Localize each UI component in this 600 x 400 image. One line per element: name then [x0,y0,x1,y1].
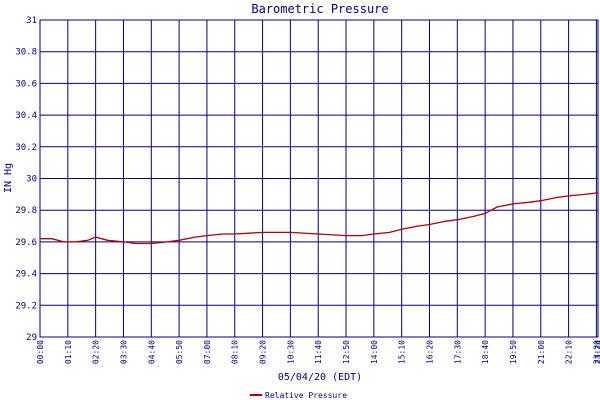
y-tick-label: 30.2 [15,143,37,153]
x-tick-label: 04:40 [147,340,156,364]
x-tick-label: 00:00 [36,340,45,364]
x-axis-label: 05/04/20 (EDT) [278,372,362,383]
x-tick-label: 11:40 [314,340,323,364]
x-tick-label: 21:00 [537,340,546,364]
x-tick-label: 17:30 [453,340,462,364]
series-line-relative-pressure [40,192,599,245]
x-tick-label: 12:50 [342,340,351,364]
x-tick-label: 05:50 [175,340,184,364]
x-tick-label: 18:40 [481,340,490,364]
y-tick-label: 29.8 [15,206,37,216]
y-tick-label: 30.8 [15,48,37,58]
y-tick-label: 30.4 [15,111,37,121]
legend-label: Relative Pressure [265,391,347,400]
x-tick-label: 23:20 [592,340,600,364]
x-tick-label: 01:10 [64,340,73,364]
x-tick-label: 16:20 [425,340,434,364]
x-tick-label: 07:00 [203,340,212,364]
y-tick-label: 29.2 [15,301,37,311]
y-tick-label: 30.6 [15,79,37,89]
chart-title: Barometric Pressure [251,2,388,16]
x-tick-label: 09:20 [259,340,268,364]
y-axis-ticks: 31 30.8 30.6 30.4 30.2 30 29.8 29.6 29.4 29.2 29 [15,16,37,343]
x-axis-ticks: 00:00 01:10 02:20 03:30 04:40 05:50 07:00 08:10… [36,340,600,364]
x-tick-label: 22:10 [565,340,574,364]
legend: Relative Pressure [250,391,347,400]
x-tick-label: 03:30 [119,340,128,364]
x-tick-label: 08:10 [231,340,240,364]
y-tick-label: 29.6 [15,238,37,248]
x-tick-label: 23:24 [594,340,600,364]
x-tick-label: 02:20 [92,340,101,364]
y-tick-label: 30 [26,175,37,185]
x-tick-label: 10:30 [286,340,295,364]
series-group [40,192,599,245]
plot-frame [39,19,599,338]
y-tick-label: 29.4 [15,270,37,280]
y-tick-label: 29 [26,333,37,343]
x-tick-label: 14:00 [370,340,379,364]
y-axis-label: IN Hg [3,163,14,193]
x-tick-label: 19:50 [509,340,518,364]
x-tick-label: 15:10 [398,340,407,364]
y-tick-label: 31 [26,16,37,26]
